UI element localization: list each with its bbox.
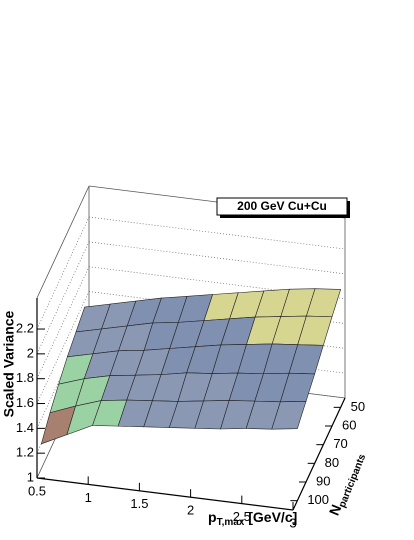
y-tick-label: 80 [325, 455, 339, 470]
z-tick-label: 1.2 [16, 445, 34, 460]
z-tick-label: 2 [27, 345, 34, 360]
y-tick-label: 60 [342, 417, 356, 432]
x-tick-label: 2.5 [233, 509, 251, 524]
x-axis-title: pT,max [GeV/c] [208, 509, 297, 528]
y-tick-label: 70 [333, 436, 347, 451]
x-tick-label: 3 [289, 515, 296, 530]
y-tick-label: 50 [351, 399, 365, 414]
x-title-unit: [GeV/c] [244, 509, 297, 525]
z-tick-label: 1.4 [16, 420, 34, 435]
z-axis-title: Scaled Variance [1, 310, 17, 417]
x-tick-label: 2 [187, 503, 194, 518]
box-edge [36, 185, 90, 299]
y-title-sub: participants [337, 452, 369, 509]
grid-line [88, 241, 346, 275]
y-axis [292, 397, 346, 511]
y-tick-label: 100 [307, 492, 329, 507]
z-tick-label: 2.2 [16, 320, 34, 335]
z-tick-label: 1 [27, 469, 34, 484]
grid-line [88, 216, 346, 250]
legend-box [216, 197, 348, 216]
grid-line [36, 216, 90, 330]
z-tick-label: 1.6 [16, 395, 34, 410]
y-tick-label: 90 [316, 473, 330, 488]
grid-line [88, 291, 346, 324]
z-tick-label: 1.8 [16, 370, 34, 385]
grid-line [88, 266, 346, 300]
grid-line [36, 266, 90, 379]
x-axis [36, 477, 294, 511]
grid-line [36, 291, 90, 404]
x-tick-label: 1.5 [130, 496, 148, 511]
surface-cell [271, 401, 307, 430]
x-title-main: p [208, 509, 217, 525]
x-title-sub: T,max [217, 517, 245, 528]
grid-line [36, 241, 90, 355]
x-tick-label: 0.5 [28, 483, 46, 498]
legend-text: 200 GeV Cu+Cu [237, 199, 327, 213]
x-tick-label: 1 [85, 490, 92, 505]
